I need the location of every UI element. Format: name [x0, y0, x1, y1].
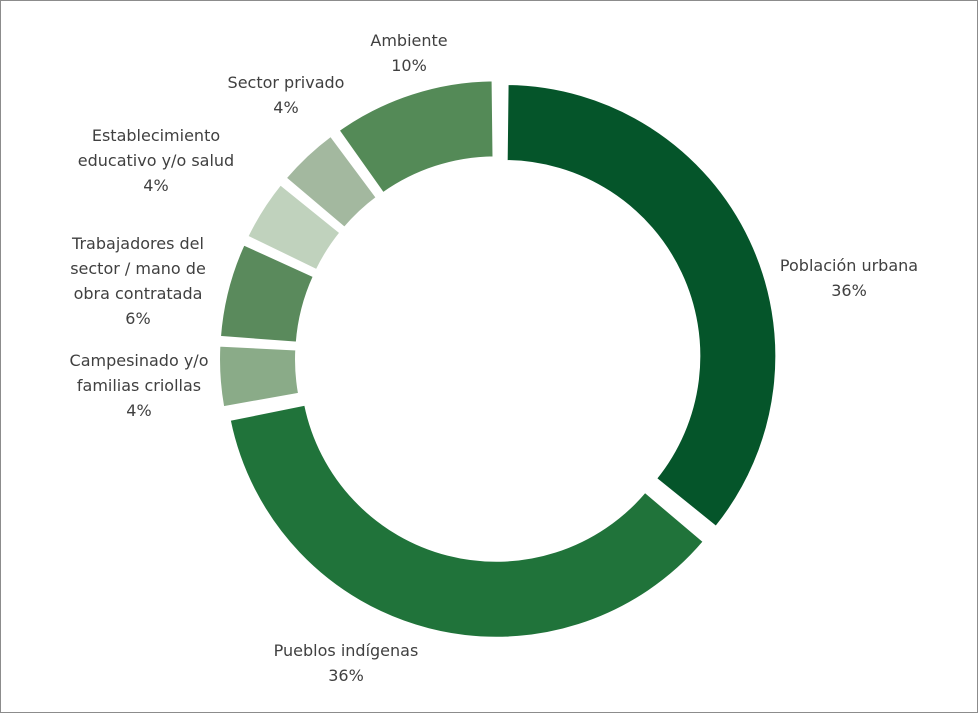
- slice: [337, 79, 495, 195]
- slice-label: Campesinado y/o familias criollas 4%: [59, 348, 219, 423]
- value-label: 10%: [391, 56, 427, 75]
- slice-label: Sector privado 4%: [206, 70, 366, 120]
- slice: [246, 182, 342, 272]
- category-name: Población urbana: [779, 256, 919, 275]
- slice-label: Trabajadores del sector / mano de obra c…: [53, 231, 223, 331]
- category-name: Sector privado: [227, 73, 345, 92]
- category-name: Trabajadores del sector / mano de obra c…: [70, 234, 206, 303]
- slice-label: Establecimiento educativo y/o salud 4%: [66, 123, 246, 198]
- slice-label: Pueblos indígenas 36%: [246, 638, 446, 688]
- slice: [218, 344, 301, 409]
- category-name: Ambiente: [370, 31, 448, 50]
- value-label: 4%: [273, 98, 299, 117]
- category-name: Campesinado y/o familias criollas: [69, 351, 209, 395]
- slice: [505, 83, 778, 529]
- slice: [228, 403, 706, 639]
- value-label: 4%: [126, 401, 152, 420]
- value-label: 4%: [143, 176, 169, 195]
- value-label: 36%: [831, 281, 867, 300]
- slice: [218, 243, 316, 344]
- slice: [284, 134, 379, 230]
- value-label: 6%: [125, 309, 151, 328]
- slice-label: Ambiente 10%: [349, 28, 469, 78]
- category-name: Pueblos indígenas: [273, 641, 419, 660]
- value-label: 36%: [328, 666, 364, 685]
- slice-label: Población urbana 36%: [769, 253, 929, 303]
- category-name: Establecimiento educativo y/o salud: [77, 126, 235, 170]
